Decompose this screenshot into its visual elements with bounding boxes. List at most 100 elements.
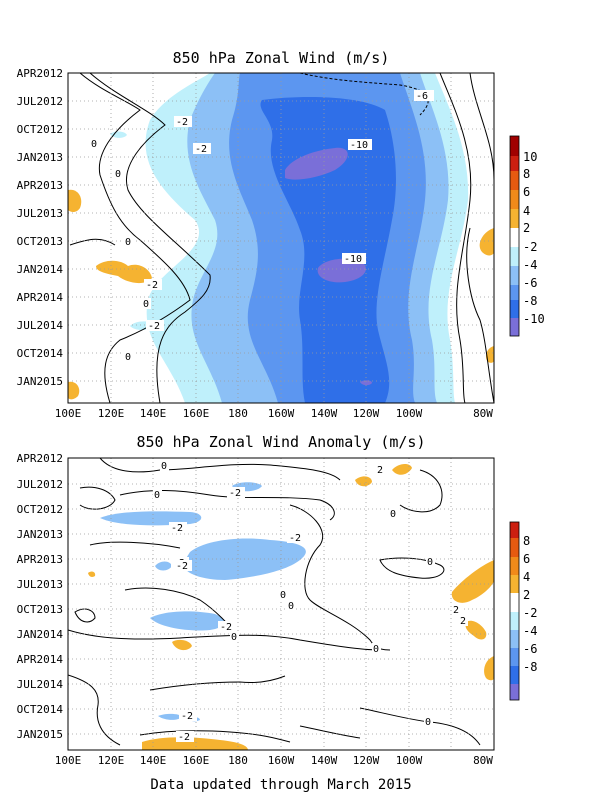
top-x-tick-label: 160E xyxy=(183,407,210,420)
top-core-neg10-b xyxy=(317,258,366,283)
bottom-contour-label: 0 xyxy=(231,632,237,643)
bottom-colorbar-label: 4 xyxy=(523,570,530,584)
bottom-x-tick-label: 160W xyxy=(268,754,295,767)
bottom-contour-label: 0 xyxy=(373,644,379,655)
bottom-contour-label: 0 xyxy=(390,509,396,520)
top-colorbar-label: 2 xyxy=(523,221,530,235)
top-colorbar-label: -4 xyxy=(523,258,537,272)
bottom-neg-patch-6 xyxy=(158,713,182,720)
top-chart-title: 850 hPa Zonal Wind (m/s) xyxy=(173,49,390,67)
bottom-chart-field xyxy=(68,458,494,750)
bottom-colorbar-label: -8 xyxy=(523,660,537,674)
top-x-tick-label: 80W xyxy=(473,407,493,420)
top-pos-patch-1 xyxy=(68,189,82,212)
bottom-pos-patch-2 xyxy=(392,464,412,475)
bottom-contour-label: 0 xyxy=(154,490,160,501)
top-x-tick-label: 120W xyxy=(353,407,380,420)
bottom-pos-patch-1 xyxy=(355,476,372,487)
top-colorbar-label: -2 xyxy=(523,240,537,254)
bottom-pos-patch-4 xyxy=(451,560,494,603)
bottom-y-tick-label: OCT2014 xyxy=(17,703,64,716)
footer-note: Data updated through March 2015 xyxy=(150,777,411,793)
bottom-neg-patch-4 xyxy=(155,561,172,571)
top-contour-label: -2 xyxy=(148,321,160,332)
top-y-tick-label: JUL2014 xyxy=(17,319,64,332)
top-y-tick-label: JUL2012 xyxy=(17,95,63,108)
bottom-contour-label: -2 xyxy=(171,523,183,534)
bottom-gridlines xyxy=(68,458,494,750)
top-x-tick-label: 100E xyxy=(55,407,82,420)
top-colorbar-label: 8 xyxy=(523,167,530,181)
bottom-pos-patch-6 xyxy=(172,639,192,651)
bottom-y-tick-label: OCT2012 xyxy=(17,503,63,516)
top-chart-field xyxy=(68,73,494,403)
top-contour-label: -2 xyxy=(176,117,188,128)
bottom-contour-label: -2 xyxy=(229,488,241,499)
bottom-pos-patch-5 xyxy=(465,620,487,640)
top-contour-label: 0 xyxy=(91,139,97,150)
bottom-contour-label: -2 xyxy=(178,732,190,743)
bottom-x-tick-label: 180 xyxy=(228,754,248,767)
bottom-contour-label: -2 xyxy=(220,622,232,633)
top-x-tick-label: 160W xyxy=(268,407,295,420)
top-x-tick-label: 180 xyxy=(228,407,248,420)
bottom-y-tick-label: JAN2014 xyxy=(17,628,64,641)
bottom-y-axis: APR2012 JUL2012 OCT2012 JAN2013 APR2013 … xyxy=(17,452,64,741)
zonal-wind-anomaly-panel: 850 hPa Zonal Wind Anomaly (m/s) xyxy=(17,433,538,767)
bottom-y-tick-label: APR2012 xyxy=(17,452,63,465)
bottom-pos-patch-8 xyxy=(142,737,248,750)
bottom-contour-label: 0 xyxy=(280,590,286,601)
bottom-colorbar-label: -4 xyxy=(523,624,537,638)
top-contour-label: 0 xyxy=(125,352,131,363)
top-y-tick-label: JAN2014 xyxy=(17,263,64,276)
top-y-tick-label: OCT2012 xyxy=(17,123,63,136)
top-colorbar-label: 4 xyxy=(523,204,530,218)
top-y-tick-label: JUL2013 xyxy=(17,207,63,220)
bottom-y-tick-label: JUL2012 xyxy=(17,478,63,491)
top-colorbar-label: -10 xyxy=(523,312,545,326)
bottom-contour-label: 0 xyxy=(161,461,167,472)
bottom-neg-patch-5 xyxy=(150,611,225,631)
top-contour-label: 0 xyxy=(143,299,149,310)
top-y-tick-label: OCT2013 xyxy=(17,235,63,248)
top-colorbar-label: -8 xyxy=(523,294,537,308)
top-core-neg10-a xyxy=(285,147,348,180)
bottom-y-tick-label: JUL2013 xyxy=(17,578,63,591)
top-gridlines xyxy=(68,73,494,403)
bottom-x-tick-label: 160E xyxy=(183,754,210,767)
bottom-pos-patch-7 xyxy=(484,656,494,681)
top-contour-label: 0 xyxy=(125,237,131,248)
top-pos-patch-3 xyxy=(68,381,80,400)
top-pos-patch-2 xyxy=(96,260,152,284)
bottom-y-tick-label: OCT2013 xyxy=(17,603,63,616)
top-y-tick-label: JAN2015 xyxy=(17,375,63,388)
bottom-colorbar-label: 2 xyxy=(523,588,530,602)
top-plot-frame xyxy=(67,72,495,404)
bottom-plot-frame xyxy=(67,457,495,751)
bottom-y-tick-label: JAN2013 xyxy=(17,528,63,541)
top-contour-label: -10 xyxy=(344,254,362,265)
bottom-contour-label: -2 xyxy=(181,711,193,722)
bottom-y-tick-label: APR2013 xyxy=(17,553,63,566)
top-core-neg10-c xyxy=(360,380,372,386)
bottom-contour-labels: 0 2 -2 0 0 -2 -2 -2 0 -2 2 0 0 2 0 0 -2 … xyxy=(153,460,468,743)
bottom-contour-label: 0 xyxy=(288,601,294,612)
top-x-axis: 100E 120E 140E 160E 180 160W 140W 120W 1… xyxy=(55,407,494,420)
top-x-tick-label: 140E xyxy=(140,407,167,420)
top-x-tick-label: 140W xyxy=(311,407,338,420)
top-contour-labels: -6 -2 -2 0 -10 0 0 -10 -2 0 -2 0 xyxy=(90,90,434,363)
bottom-x-tick-label: 80W xyxy=(473,754,493,767)
top-y-tick-label: APR2014 xyxy=(17,291,64,304)
top-colorbar: 10 8 6 4 2 -2 -4 -6 -8 -10 xyxy=(509,135,545,337)
top-colorbar-label: 6 xyxy=(523,185,530,199)
bottom-colorbar-label: 6 xyxy=(523,552,530,566)
bottom-contour-label: 2 xyxy=(460,616,466,627)
bottom-neg-patch-2 xyxy=(100,511,202,526)
bottom-x-tick-label: 120W xyxy=(353,754,380,767)
bottom-x-tick-label: 140W xyxy=(311,754,338,767)
top-contour-label: -2 xyxy=(195,144,207,155)
bottom-pos-patch-3 xyxy=(88,571,96,577)
top-y-axis: APR2012 JUL2012 OCT2012 JAN2013 APR2013 … xyxy=(17,67,64,388)
bottom-x-tick-label: 100E xyxy=(55,754,82,767)
top-x-tick-label: 120E xyxy=(98,407,125,420)
